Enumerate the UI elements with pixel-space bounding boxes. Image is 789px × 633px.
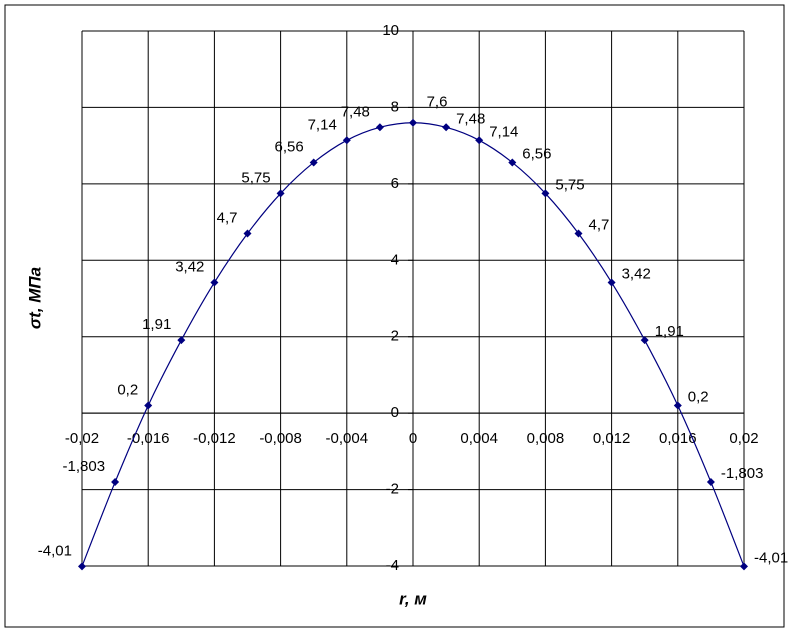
- data-label: 1,91: [655, 323, 684, 340]
- chart-frame: [4, 4, 785, 628]
- data-point: [740, 562, 748, 571]
- x-tick-label: -0,012: [193, 430, 236, 447]
- data-label: 7,6: [427, 94, 448, 111]
- y-tick-label: 0: [391, 404, 399, 421]
- data-label: 7,14: [308, 116, 337, 133]
- x-tick-label: 0,004: [460, 430, 498, 447]
- data-point: [607, 278, 616, 287]
- data-point: [640, 336, 649, 345]
- data-point: [342, 136, 351, 145]
- data-label: 4,7: [589, 217, 610, 234]
- data-point: [276, 189, 285, 198]
- y-tick-label: 10: [382, 22, 399, 39]
- y-tick-label: -4: [386, 557, 399, 574]
- y-tick-label: 8: [391, 98, 399, 115]
- data-label: 7,48: [341, 103, 370, 120]
- data-label: 5,75: [241, 169, 270, 186]
- data-point: [210, 278, 219, 287]
- data-point: [177, 336, 186, 345]
- data-label: -4,01: [38, 542, 72, 559]
- data-point: [442, 123, 451, 132]
- data-label: 3,42: [622, 265, 651, 282]
- x-tick-label: -0,004: [326, 430, 369, 447]
- y-tick-label: 6: [391, 175, 399, 192]
- x-tick-label: -0,008: [259, 430, 302, 447]
- data-label: -4,01: [754, 549, 788, 566]
- data-label: 5,75: [555, 176, 584, 193]
- data-label: 3,42: [175, 258, 204, 275]
- data-label: -1,803: [721, 465, 764, 482]
- x-tick-label: 0,016: [659, 430, 697, 447]
- data-label: 7,48: [456, 110, 485, 127]
- data-point: [574, 229, 583, 238]
- data-label: 4,7: [217, 210, 238, 227]
- data-point: [409, 118, 417, 127]
- x-tick-label: 0,012: [593, 430, 631, 447]
- y-axis-title: σt, МПа: [25, 267, 44, 329]
- data-point: [111, 478, 120, 487]
- data-label: 0,2: [688, 388, 709, 405]
- data-label: 1,91: [142, 316, 171, 333]
- data-point: [706, 478, 715, 487]
- x-axis-title: r, м: [399, 589, 427, 608]
- data-point: [673, 401, 682, 410]
- x-tick-label: -0,016: [127, 430, 170, 447]
- data-label: 6,56: [522, 145, 551, 162]
- x-tick-label: -0,02: [65, 430, 99, 447]
- data-point: [78, 562, 86, 571]
- data-point: [541, 189, 550, 198]
- y-tick-label: -2: [386, 481, 399, 498]
- data-point: [508, 158, 517, 167]
- data-point: [309, 158, 318, 167]
- data-label: 0,2: [117, 381, 138, 398]
- data-point: [144, 401, 153, 410]
- data-point: [375, 123, 384, 132]
- x-tick-label: 0,02: [729, 430, 758, 447]
- y-tick-label: 2: [391, 328, 399, 345]
- data-point: [475, 136, 484, 145]
- y-tick-label: 4: [391, 251, 399, 268]
- x-tick-label: 0,008: [527, 430, 565, 447]
- data-label: 6,56: [274, 138, 303, 155]
- data-label: 7,14: [489, 123, 518, 140]
- data-point: [243, 229, 252, 238]
- data-label: -1,803: [63, 458, 106, 475]
